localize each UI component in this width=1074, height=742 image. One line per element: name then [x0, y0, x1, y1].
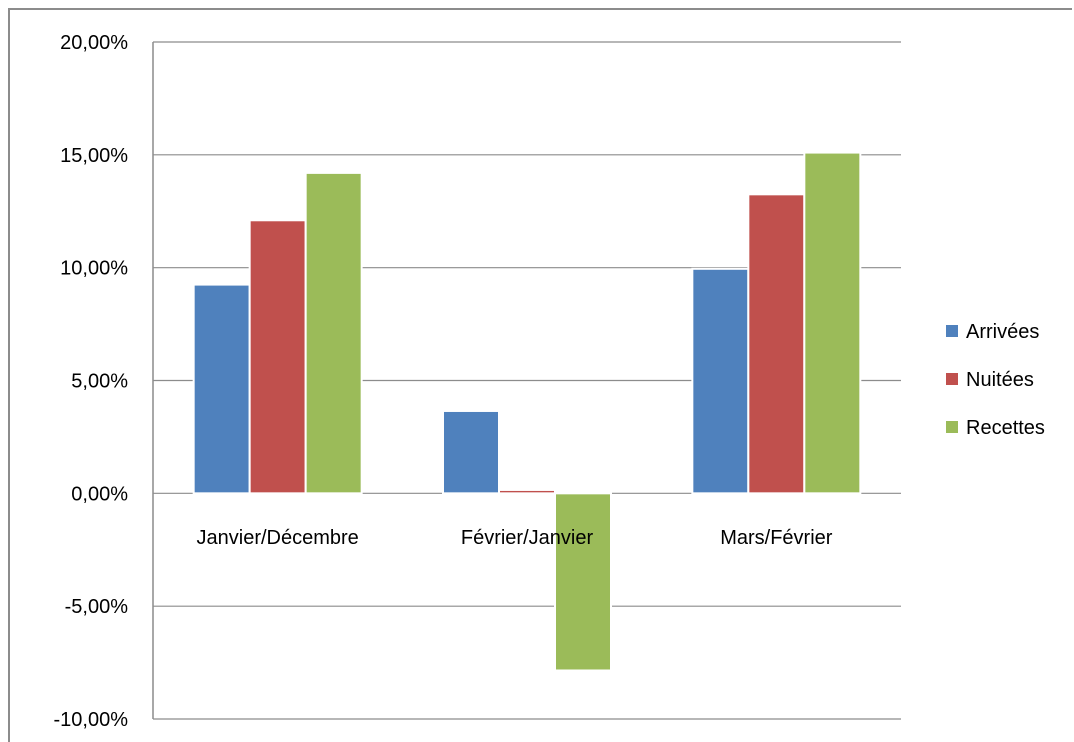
bar — [747, 193, 806, 495]
bar — [192, 283, 251, 495]
y-tick-label: -10,00% — [54, 709, 129, 731]
legend-label: Arrivées — [966, 321, 1039, 343]
y-tick-label: 5,00% — [71, 371, 128, 393]
y-tick-label: 20,00% — [60, 32, 128, 54]
legend-label: Nuitées — [966, 369, 1034, 391]
bar — [442, 409, 500, 495]
y-tick-label: 10,00% — [60, 258, 128, 280]
y-axis-ticks: 20,00% 15,00% 10,00% 5,00% 0,00% -5,00% -10,00… — [54, 32, 129, 731]
x-category-label: Janvier/Décembre — [197, 527, 359, 549]
x-category-label: Février/Janvier — [461, 527, 594, 549]
bar — [803, 151, 862, 495]
y-tick-label: 0,00% — [71, 483, 128, 505]
bar — [498, 488, 556, 495]
bar — [554, 492, 612, 672]
x-category-label: Mars/Février — [720, 527, 833, 549]
legend: Arrivées Nuitées Recettes — [946, 321, 1045, 439]
legend-label: Recettes — [966, 417, 1045, 439]
y-tick-label: -5,00% — [65, 596, 129, 618]
bars — [192, 151, 862, 672]
bar — [248, 219, 307, 495]
legend-swatch — [946, 325, 958, 337]
bar — [691, 267, 750, 495]
bar — [304, 171, 363, 495]
x-axis-categories: Janvier/Décembre Février/Janvier Mars/Févr… — [197, 527, 833, 549]
y-tick-label: 15,00% — [60, 145, 128, 167]
legend-swatch — [946, 373, 958, 385]
legend-swatch — [946, 421, 958, 433]
chart-frame — [8, 8, 1072, 742]
